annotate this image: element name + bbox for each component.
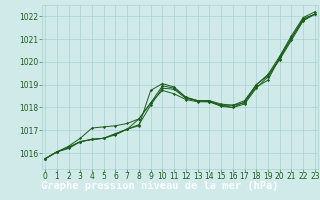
- Text: Graphe pression niveau de la mer (hPa): Graphe pression niveau de la mer (hPa): [41, 180, 279, 191]
